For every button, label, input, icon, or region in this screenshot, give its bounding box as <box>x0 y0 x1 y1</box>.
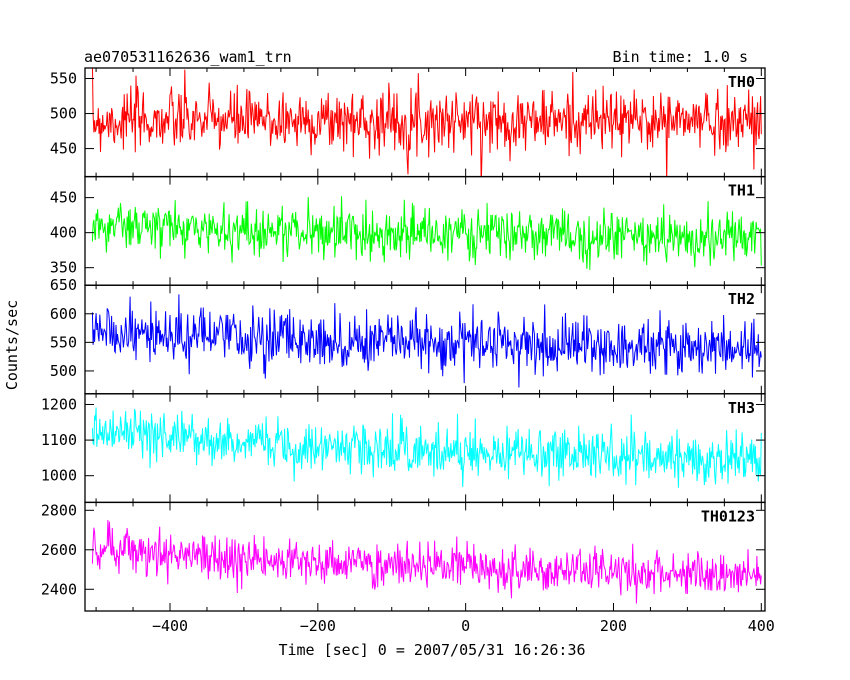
panel-label-th3: TH3 <box>728 399 755 417</box>
y-tick-label: 450 <box>50 189 77 207</box>
y-tick-label: 550 <box>50 333 77 351</box>
y-tick-label: 500 <box>50 362 77 380</box>
y-tick-label: 550 <box>50 70 77 88</box>
x-tick-label: −400 <box>152 617 188 635</box>
y-tick-label: 500 <box>50 105 77 123</box>
series-line-th0123 <box>91 519 762 604</box>
x-tick-label: −200 <box>300 617 336 635</box>
panel-label-th2: TH2 <box>728 290 755 308</box>
panel-label-th1: TH1 <box>728 182 755 200</box>
y-tick-label: 400 <box>50 224 77 242</box>
y-tick-label: 2600 <box>41 541 77 559</box>
x-tick-label: 200 <box>600 617 627 635</box>
panel-label-th0: TH0 <box>728 73 755 91</box>
x-axis-label: Time [sec] 0 = 2007/05/31 16:26:36 <box>278 641 585 659</box>
x-tick-label: 0 <box>461 617 470 635</box>
y-tick-label: 1000 <box>41 467 77 485</box>
y-tick-label: 350 <box>50 259 77 277</box>
y-axis-label: Counts/sec <box>3 300 21 390</box>
y-tick-label: 450 <box>50 140 77 158</box>
chart-title: ae070531162636_wam1_trn <box>84 48 292 66</box>
y-tick-label: 600 <box>50 305 77 323</box>
x-tick-label: 400 <box>748 617 775 635</box>
y-tick-label: 1100 <box>41 431 77 449</box>
y-tick-label: 650 <box>50 276 77 294</box>
panel-label-th0123: TH0123 <box>701 507 755 525</box>
y-tick-label: 2400 <box>41 580 77 598</box>
panels-group: 450 500 550 TH0 350 400 450 TH1 500 550 600 650 TH2 1… <box>41 67 775 635</box>
series-line-th2 <box>91 294 762 388</box>
panel-frame-th0123 <box>84 501 766 612</box>
y-tick-label: 1200 <box>41 395 77 413</box>
y-tick-label: 2800 <box>41 501 77 519</box>
bin-time-label: Bin time: 1.0 s <box>613 48 748 66</box>
series-line-th1 <box>91 196 762 270</box>
series-line-th0 <box>91 68 762 177</box>
series-line-th3 <box>91 407 762 488</box>
